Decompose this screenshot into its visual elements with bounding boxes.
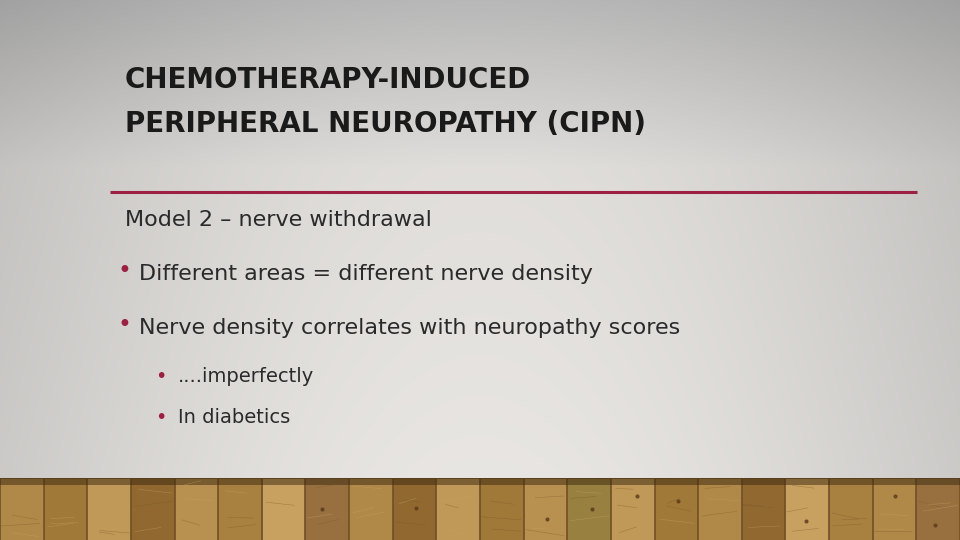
Bar (655, 478, 697, 540)
Bar (742, 478, 784, 540)
Bar (175, 478, 217, 540)
Text: CHEMOTHERAPY-INDUCED: CHEMOTHERAPY-INDUCED (125, 66, 531, 94)
Text: In diabetics: In diabetics (178, 408, 290, 427)
Bar (437, 478, 479, 540)
Bar (567, 478, 610, 540)
Bar (611, 478, 654, 540)
Bar (87, 478, 130, 540)
Bar (393, 478, 436, 540)
Bar (698, 478, 741, 540)
Text: ....imperfectly: ....imperfectly (178, 367, 314, 386)
Bar (829, 478, 872, 540)
Text: •: • (156, 367, 167, 386)
Text: •: • (117, 260, 131, 284)
Text: PERIPHERAL NEUROPATHY (CIPN): PERIPHERAL NEUROPATHY (CIPN) (125, 110, 646, 138)
Bar (873, 478, 916, 540)
Text: Different areas = different nerve density: Different areas = different nerve densit… (139, 264, 593, 284)
Bar (785, 478, 828, 540)
Bar (523, 478, 566, 540)
Bar (262, 478, 304, 540)
Text: Model 2 – nerve withdrawal: Model 2 – nerve withdrawal (125, 210, 432, 230)
Bar (917, 478, 959, 540)
Bar (480, 478, 522, 540)
Bar (218, 478, 261, 540)
Text: Nerve density correlates with neuropathy scores: Nerve density correlates with neuropathy… (139, 318, 681, 338)
Bar (131, 478, 174, 540)
Text: •: • (117, 314, 131, 338)
Bar (0, 478, 42, 540)
Bar (349, 478, 392, 540)
Bar (43, 478, 86, 540)
Bar (0, 478, 960, 485)
Text: •: • (156, 408, 167, 427)
Bar (305, 478, 348, 540)
